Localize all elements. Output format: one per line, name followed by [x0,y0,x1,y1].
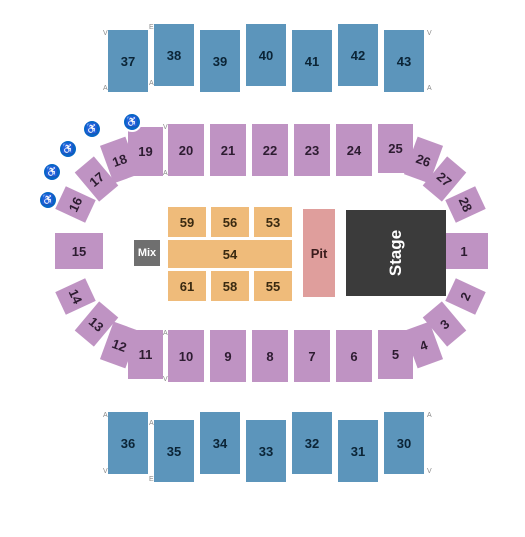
wheelchair-icon: ♿ [38,190,58,210]
row-label: A [103,412,108,419]
upper-section-42[interactable]: 42 [338,24,378,86]
row-label: V [163,124,168,131]
row-label: V [103,30,108,37]
wheelchair-icon: ♿ [82,119,102,139]
bowl-section-20[interactable]: 20 [168,124,204,176]
row-label: E [149,476,154,483]
upper-section-34[interactable]: 34 [200,412,240,474]
mix-label: Mix [138,247,156,259]
bowl-section-8[interactable]: 8 [252,330,288,382]
upper-section-30[interactable]: 30 [384,412,424,474]
row-label: A [103,85,108,92]
upper-section-33[interactable]: 33 [246,420,286,482]
wheelchair-icon: ♿ [122,112,142,132]
row-label: A [427,85,432,92]
row-label: A [427,412,432,419]
stage-label: Stage [386,230,406,276]
pit-label: Pit [311,246,328,261]
floor-section-59[interactable]: 59 [168,207,206,237]
floor-section-54[interactable]: 54 [168,240,292,268]
row-label: V [163,376,168,383]
bowl-section-14[interactable]: 14 [55,278,95,315]
row-label: A [149,80,154,87]
floor-section-61[interactable]: 61 [168,271,206,301]
row-label: A [149,420,154,427]
row-label: V [103,468,108,475]
upper-section-43[interactable]: 43 [384,30,424,92]
floor-section-56[interactable]: 56 [211,207,249,237]
bowl-section-10[interactable]: 10 [168,330,204,382]
bowl-section-28[interactable]: 28 [445,186,485,223]
wheelchair-icon: ♿ [58,139,78,159]
bowl-section-22[interactable]: 22 [252,124,288,176]
upper-section-35[interactable]: 35 [154,420,194,482]
seating-chart: 37383940414243 36353433323130 1 9 20212223… [0,0,525,537]
row-label: E [149,24,154,31]
upper-section-32[interactable]: 32 [292,412,332,474]
floor-section-55[interactable]: 55 [254,271,292,301]
upper-section-37[interactable]: 37 [108,30,148,92]
wheelchair-icon: ♿ [42,162,62,182]
upper-section-41[interactable]: 41 [292,30,332,92]
bowl-section-2[interactable]: 2 [445,278,485,315]
bowl-section-16[interactable]: 16 [55,186,95,223]
upper-section-40[interactable]: 40 [246,24,286,86]
bowl-section-7[interactable]: 7 [294,330,330,382]
upper-section-31[interactable]: 31 [338,420,378,482]
bowl-section-21[interactable]: 21 [210,124,246,176]
mix-booth[interactable]: Mix [134,240,160,266]
bowl-section-24[interactable]: 24 [336,124,372,176]
row-label: A [163,330,168,337]
stage: Stage [346,210,446,296]
row-label: V [427,468,432,475]
bowl-section-15[interactable]: 15 [55,233,103,269]
upper-section-39[interactable]: 39 [200,30,240,92]
upper-section-36[interactable]: 36 [108,412,148,474]
bowl-section-6[interactable]: 6 [336,330,372,382]
upper-section-38[interactable]: 38 [154,24,194,86]
floor-section-53[interactable]: 53 [254,207,292,237]
row-label: V [427,30,432,37]
row-label: A [163,170,168,177]
bowl-section-9[interactable]: 9 [210,330,246,382]
floor-section-58[interactable]: 58 [211,271,249,301]
bowl-section-23[interactable]: 23 [294,124,330,176]
bowl-section-1[interactable]: 1 [440,233,488,269]
pit-section[interactable]: Pit [303,209,335,297]
